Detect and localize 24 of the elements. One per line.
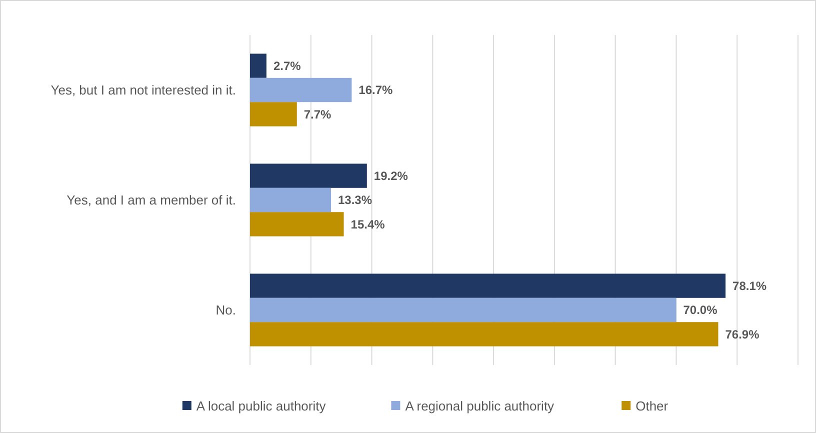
legend-label: Other (636, 398, 669, 414)
data-label: 76.9% (725, 327, 760, 342)
y-tick-label: Yes, but I am not interested in it. (50, 82, 236, 98)
bar (250, 78, 352, 102)
data-label: 19.2% (374, 169, 408, 183)
data-label: 70.0% (683, 303, 718, 318)
y-tick-label: Yes, and I am a member of it. (66, 192, 236, 208)
data-label: 16.7% (358, 83, 394, 98)
bar (250, 298, 676, 322)
data-label: 2.7% (273, 59, 302, 73)
bar (250, 102, 297, 126)
data-label: 7.7% (304, 107, 332, 122)
y-tick-label: No. (216, 302, 236, 318)
bar (250, 322, 718, 346)
data-label: 15.4% (350, 217, 386, 232)
data-label: 13.3% (338, 193, 372, 208)
bar (250, 54, 266, 78)
bar (250, 274, 726, 298)
legend-label: A local public authority (196, 398, 326, 414)
bar (250, 164, 367, 188)
legend-label: A regional public authority (405, 398, 555, 414)
bar (250, 212, 344, 236)
bar (250, 188, 331, 212)
data-label: 78.1% (732, 279, 767, 293)
